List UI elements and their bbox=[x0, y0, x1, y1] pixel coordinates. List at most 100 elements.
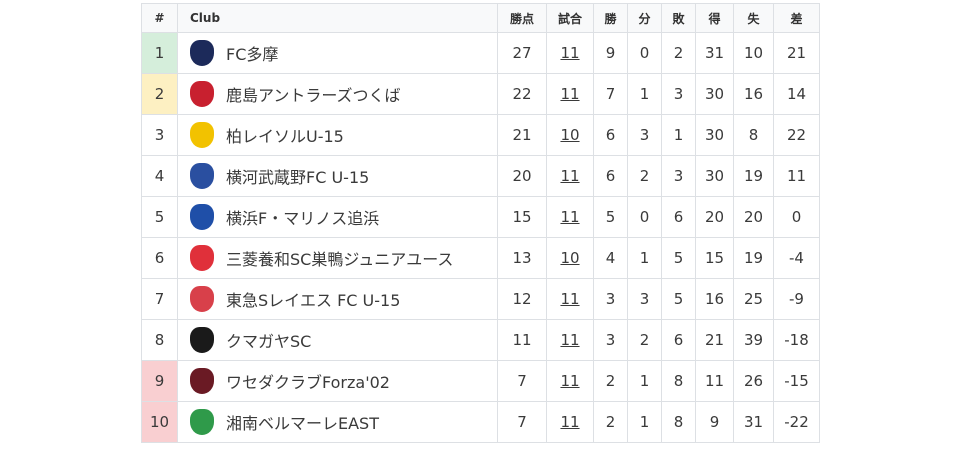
table-row: 6 三菱養和SC巣鴨ジュニアユース 13 10 4 1 5 15 19 -4 bbox=[141, 237, 820, 279]
w-cell: 4 bbox=[593, 237, 628, 279]
gd-cell: 11 bbox=[773, 155, 820, 197]
table-row: 4 横河武蔵野FC U-15 20 11 6 2 3 30 19 11 bbox=[141, 155, 820, 197]
rank-cell: 7 bbox=[141, 278, 178, 320]
l-cell: 6 bbox=[661, 196, 696, 238]
club-name: 湘南ベルマーレEAST bbox=[226, 414, 379, 433]
w-cell: 3 bbox=[593, 278, 628, 320]
l-cell: 5 bbox=[661, 278, 696, 320]
gp-cell: 11 bbox=[546, 278, 594, 320]
gd-cell: 0 bbox=[773, 196, 820, 238]
column-header: 得 bbox=[695, 3, 734, 33]
club-logo-icon bbox=[190, 409, 214, 435]
gp-cell: 11 bbox=[546, 155, 594, 197]
ga-cell: 20 bbox=[733, 196, 774, 238]
games-played-link[interactable]: 11 bbox=[560, 85, 580, 103]
ga-cell: 10 bbox=[733, 32, 774, 74]
games-played-link[interactable]: 11 bbox=[560, 44, 580, 62]
gd-cell: -9 bbox=[773, 278, 820, 320]
games-played-link[interactable]: 10 bbox=[560, 126, 580, 144]
standings-table: # Club 勝点 試合勝分敗得失差 1 FC多摩 27 11 9 0 2 31 10 21 2 鹿島アント… bbox=[141, 3, 820, 443]
ga-cell: 8 bbox=[733, 114, 774, 156]
gp-cell: 11 bbox=[546, 196, 594, 238]
games-played-link[interactable]: 11 bbox=[560, 413, 580, 431]
w-cell: 7 bbox=[593, 73, 628, 115]
club-logo-icon bbox=[190, 286, 214, 312]
w-cell: 2 bbox=[593, 360, 628, 402]
gf-cell: 30 bbox=[695, 155, 734, 197]
d-cell: 1 bbox=[627, 73, 662, 115]
club-logo-icon bbox=[190, 204, 214, 230]
w-cell: 2 bbox=[593, 401, 628, 443]
gd-cell: 21 bbox=[773, 32, 820, 74]
ga-cell: 39 bbox=[733, 319, 774, 361]
gp-cell: 10 bbox=[546, 114, 594, 156]
l-cell: 1 bbox=[661, 114, 696, 156]
games-played-link[interactable]: 11 bbox=[560, 290, 580, 308]
club-cell: 柏レイソルU-15 bbox=[177, 114, 498, 156]
rank-cell: 8 bbox=[141, 319, 178, 361]
d-cell: 1 bbox=[627, 360, 662, 402]
club-cell: 湘南ベルマーレEAST bbox=[177, 401, 498, 443]
club-cell: 東急Sレイエス FC U-15 bbox=[177, 278, 498, 320]
club-name: 三菱養和SC巣鴨ジュニアユース bbox=[226, 250, 454, 269]
gp-cell: 11 bbox=[546, 360, 594, 402]
d-cell: 3 bbox=[627, 278, 662, 320]
club-name: 横河武蔵野FC U-15 bbox=[226, 168, 370, 187]
club-logo-icon bbox=[190, 327, 214, 353]
club-logo-icon bbox=[190, 163, 214, 189]
pts-cell: 20 bbox=[497, 155, 547, 197]
table-row: 1 FC多摩 27 11 9 0 2 31 10 21 bbox=[141, 32, 820, 74]
club-logo-icon bbox=[190, 40, 214, 66]
w-cell: 5 bbox=[593, 196, 628, 238]
games-played-link[interactable]: 11 bbox=[560, 167, 580, 185]
games-played-link[interactable]: 11 bbox=[560, 208, 580, 226]
w-cell: 6 bbox=[593, 114, 628, 156]
rank-cell: 1 bbox=[141, 32, 178, 74]
d-cell: 1 bbox=[627, 237, 662, 279]
gf-cell: 31 bbox=[695, 32, 734, 74]
gp-cell: 11 bbox=[546, 32, 594, 74]
column-header: # bbox=[141, 3, 178, 33]
gf-cell: 20 bbox=[695, 196, 734, 238]
rank-cell: 6 bbox=[141, 237, 178, 279]
rank-cell: 9 bbox=[141, 360, 178, 402]
games-played-link[interactable]: 10 bbox=[560, 249, 580, 267]
l-cell: 3 bbox=[661, 155, 696, 197]
d-cell: 3 bbox=[627, 114, 662, 156]
pts-cell: 11 bbox=[497, 319, 547, 361]
gf-cell: 16 bbox=[695, 278, 734, 320]
l-cell: 6 bbox=[661, 319, 696, 361]
d-cell: 0 bbox=[627, 196, 662, 238]
club-logo-icon bbox=[190, 81, 214, 107]
rank-cell: 2 bbox=[141, 73, 178, 115]
table-row: 7 東急Sレイエス FC U-15 12 11 3 3 5 16 25 -9 bbox=[141, 278, 820, 320]
pts-cell: 21 bbox=[497, 114, 547, 156]
ga-cell: 31 bbox=[733, 401, 774, 443]
gd-cell: -15 bbox=[773, 360, 820, 402]
club-name: 東急Sレイエス FC U-15 bbox=[226, 291, 401, 310]
club-cell: 横河武蔵野FC U-15 bbox=[177, 155, 498, 197]
gd-cell: 14 bbox=[773, 73, 820, 115]
ga-cell: 16 bbox=[733, 73, 774, 115]
club-name: クマガヤSC bbox=[226, 332, 312, 351]
column-header: Club bbox=[177, 3, 498, 33]
club-logo-icon bbox=[190, 368, 214, 394]
table-row: 10 湘南ベルマーレEAST 7 11 2 1 8 9 31 -22 bbox=[141, 401, 820, 443]
gf-cell: 21 bbox=[695, 319, 734, 361]
ga-cell: 25 bbox=[733, 278, 774, 320]
pts-cell: 7 bbox=[497, 401, 547, 443]
games-played-link[interactable]: 11 bbox=[560, 372, 580, 390]
l-cell: 3 bbox=[661, 73, 696, 115]
rank-cell: 3 bbox=[141, 114, 178, 156]
d-cell: 2 bbox=[627, 155, 662, 197]
club-name: 柏レイソルU-15 bbox=[226, 127, 344, 146]
club-cell: 鹿島アントラーズつくば bbox=[177, 73, 498, 115]
gd-cell: 22 bbox=[773, 114, 820, 156]
l-cell: 2 bbox=[661, 32, 696, 74]
games-played-link[interactable]: 11 bbox=[560, 331, 580, 349]
table-row: 8 クマガヤSC 11 11 3 2 6 21 39 -18 bbox=[141, 319, 820, 361]
w-cell: 6 bbox=[593, 155, 628, 197]
club-name: 鹿島アントラーズつくば bbox=[226, 86, 401, 105]
header-row: # Club 勝点 試合勝分敗得失差 bbox=[141, 3, 820, 33]
gf-cell: 30 bbox=[695, 73, 734, 115]
